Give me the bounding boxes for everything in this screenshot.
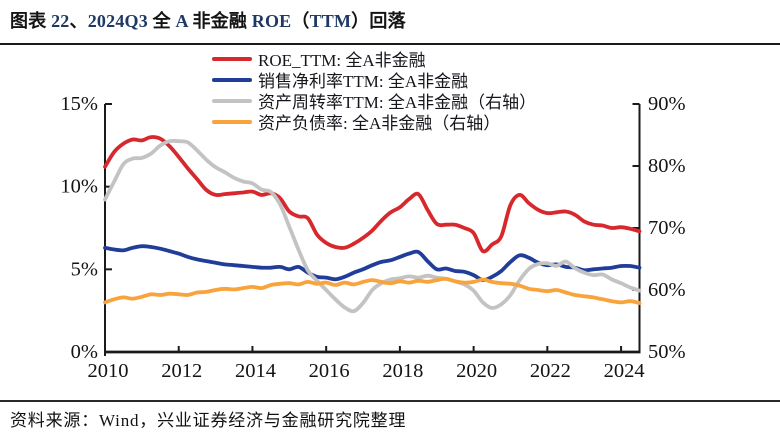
legend-label: 资产负债率: 全A非金融（右轴）	[258, 114, 501, 133]
title-segment: A	[175, 11, 188, 31]
legend-label: 资产周转率TTM: 全A非金融（右轴）	[258, 93, 537, 112]
x-axis-tick-label: 2018	[382, 360, 423, 382]
legend-swatch-icon	[212, 98, 252, 103]
footer-divider	[0, 400, 780, 402]
legend-item-1: 销售净利率TTM: 全A非金融	[212, 69, 536, 91]
series-line-asset-turnover-ttm	[103, 138, 642, 314]
right-axis-tick-label: 90%	[648, 93, 686, 115]
x-axis-tick-label: 2022	[530, 360, 571, 382]
series-line-roe-ttm	[103, 135, 642, 254]
legend-item-0: ROE_TTM: 全A非金融	[212, 48, 536, 70]
left-axis-tick-label: 15%	[60, 93, 98, 115]
title-segment: 图表	[10, 11, 52, 31]
legend-item-3: 资产负债率: 全A非金融（右轴）	[212, 111, 536, 133]
figure-title: 图表 22、2024Q3 全 A 非金融 ROE（TTM）回落	[10, 7, 406, 33]
x-axis-tick-label: 2016	[309, 360, 350, 382]
right-axis-tick-label: 60%	[648, 279, 686, 301]
series-line-debt-ratio	[103, 276, 642, 305]
x-axis-tick-label: 2010	[88, 360, 129, 382]
title-segment: ROE	[251, 11, 292, 31]
title-segment: （	[291, 11, 310, 31]
right-axis-tick-label: 70%	[648, 217, 686, 239]
title-segment: 2024Q3	[87, 11, 153, 31]
roe-chart-svg: 0% 5% 10% 15% 50% 60% 70% 80% 90% 2010 2012 2014 201…	[60, 93, 686, 382]
legend-swatch-icon	[212, 56, 252, 61]
legend-label: 销售净利率TTM: 全A非金融	[258, 72, 469, 91]
left-axis-tick-label: 10%	[60, 176, 98, 198]
legend-label: ROE_TTM: 全A非金融	[258, 51, 426, 70]
x-axis-tick-label: 2024	[604, 360, 645, 382]
title-segment: 22	[51, 11, 70, 31]
legend-item-2: 资产周转率TTM: 全A非金融（右轴）	[212, 90, 537, 112]
legend-swatch-icon	[212, 77, 252, 82]
title-segment: 全	[152, 11, 176, 31]
chart-legend: ROE_TTM: 全A非金融销售净利率TTM: 全A非金融资产周转率TTM: 全…	[212, 48, 537, 133]
right-axis-tick-label: 50%	[648, 341, 686, 363]
source-note: 资料来源：Wind，兴业证券经济与金融研究院整理	[10, 411, 407, 430]
title-divider	[0, 43, 780, 45]
title-segment: TTM	[309, 11, 352, 31]
x-axis-tick-label: 2012	[161, 360, 202, 382]
x-axis-tick-label: 2014	[235, 360, 276, 382]
left-axis-tick-label: 0%	[71, 341, 98, 363]
title-segment: ）回落	[351, 11, 406, 31]
title-segment: 非金融	[187, 11, 252, 31]
x-axis-tick-label: 2020	[456, 360, 497, 382]
left-axis-tick-label: 5%	[71, 258, 98, 280]
title-segment: 、	[69, 11, 88, 31]
legend-swatch-icon	[212, 119, 252, 124]
right-axis-tick-label: 80%	[648, 155, 686, 177]
